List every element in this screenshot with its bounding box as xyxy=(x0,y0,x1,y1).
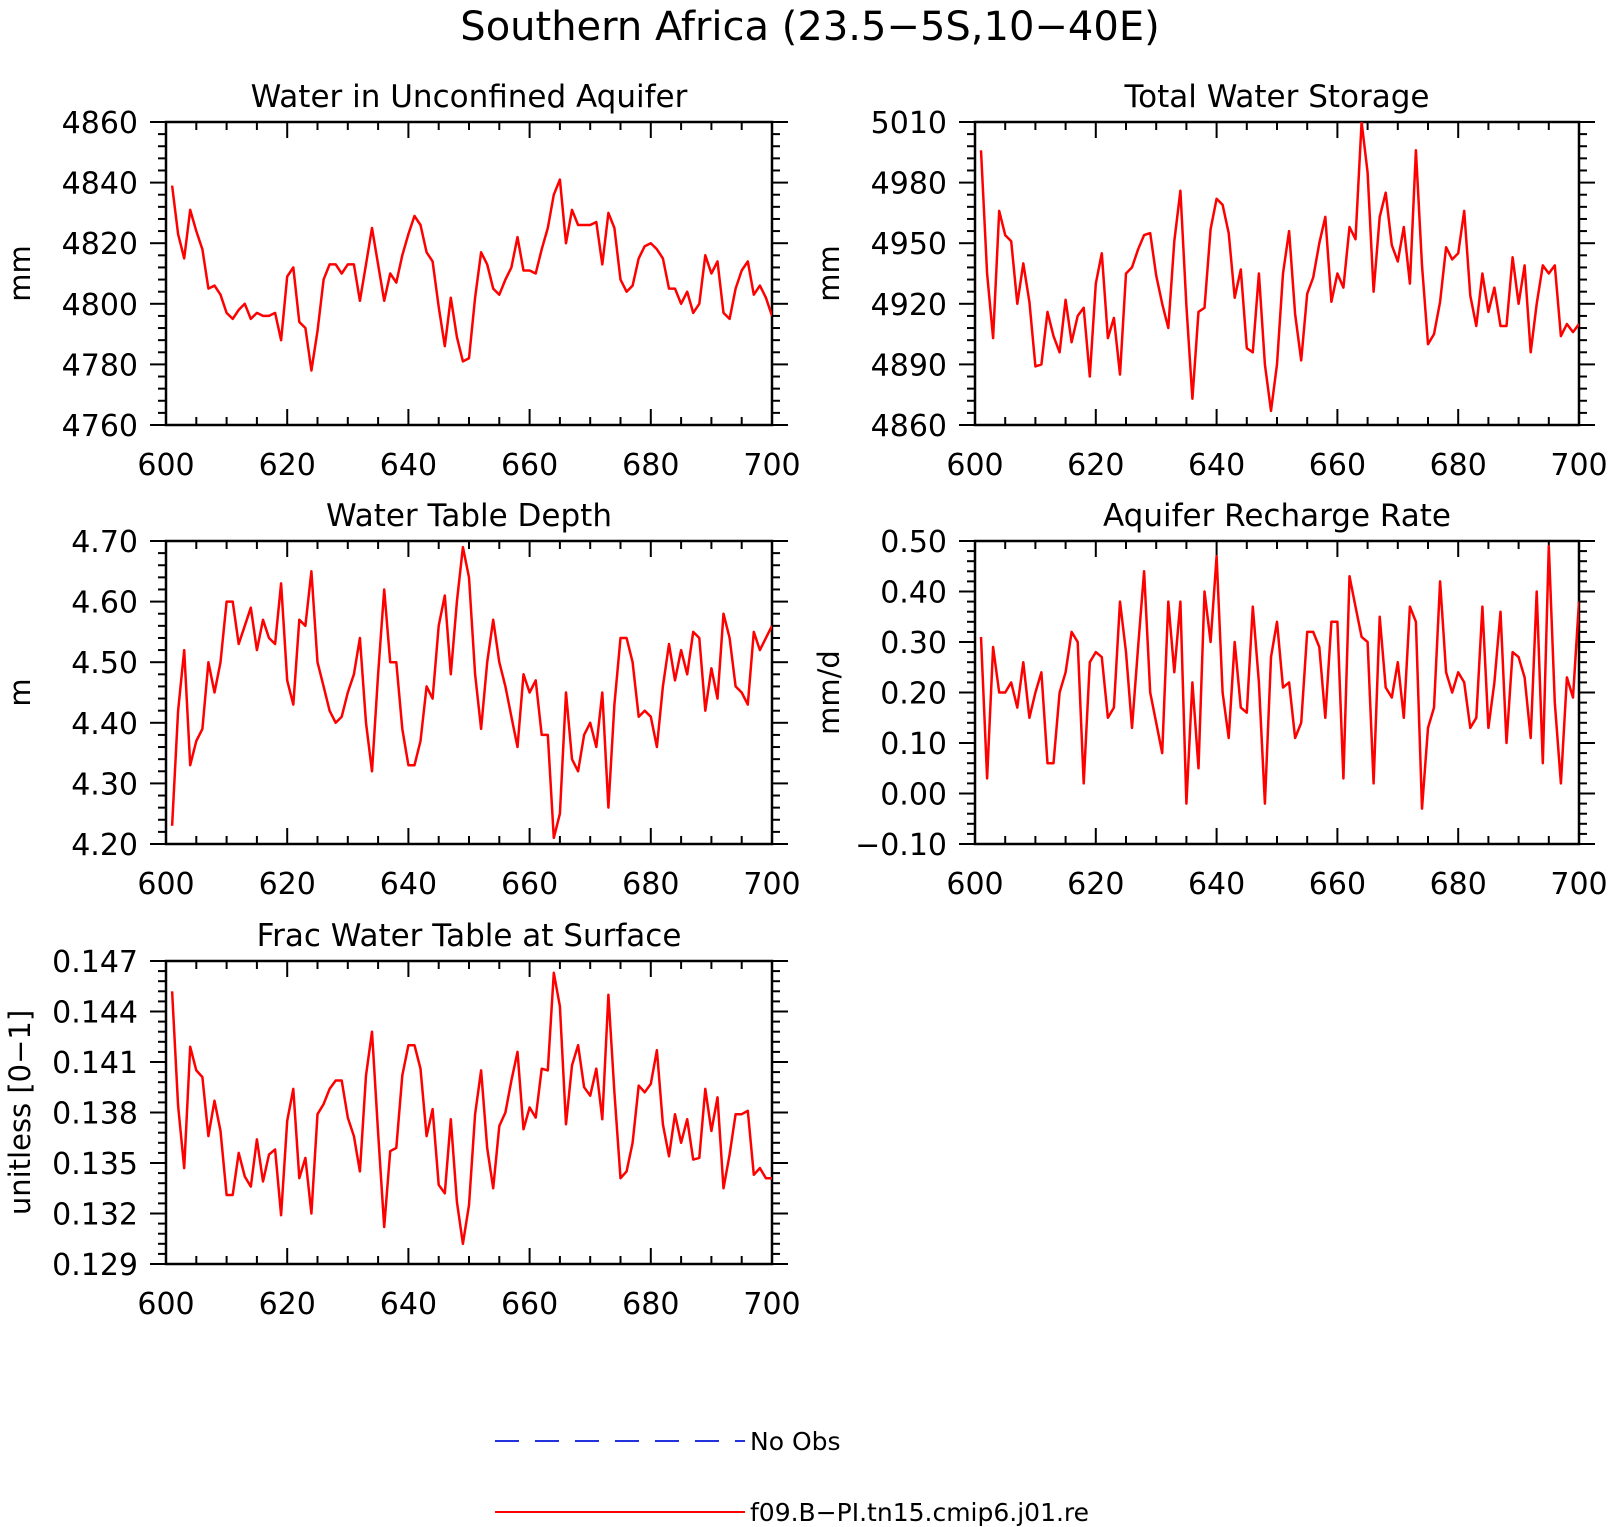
x-tick-label: 660 xyxy=(501,1287,558,1322)
y-axis-label: m xyxy=(3,678,37,706)
chart-panel: Total Water Storage 600 620 640 660 680 700 486… xyxy=(812,79,1608,483)
plot-frame xyxy=(164,959,774,1266)
panel-title: Water in Unconfined Aquifer xyxy=(251,79,688,115)
x-tick-label: 620 xyxy=(1067,448,1124,483)
legend-label-no-obs: No Obs xyxy=(750,1427,841,1456)
y-tick-label: 4890 xyxy=(871,348,947,383)
x-tick-label: 640 xyxy=(1188,448,1245,483)
y-tick-label: 4.30 xyxy=(71,767,138,802)
y-tick-label: 4920 xyxy=(871,288,947,323)
y-tick-label: 4950 xyxy=(871,227,947,262)
x-tick-label: 680 xyxy=(622,867,679,902)
panel-title: Water Table Depth xyxy=(326,498,612,534)
y-tick-label: 0.132 xyxy=(52,1198,138,1233)
x-tick-label: 600 xyxy=(137,1287,194,1322)
y-tick-label: 0.147 xyxy=(52,945,138,980)
plot-frame xyxy=(164,120,774,427)
x-tick-label: 700 xyxy=(1550,867,1607,902)
chart-panel: Water Table Depth 600 620 640 660 680 700 4.20 4… xyxy=(3,498,801,902)
figure-title: Southern Africa (23.5−5S,10−40E) xyxy=(460,4,1159,50)
y-tick-label: 4.50 xyxy=(71,646,138,681)
plot-frame xyxy=(973,120,1581,427)
y-tick-label: 4.70 xyxy=(71,525,138,560)
y-tick-label: 4860 xyxy=(62,106,138,141)
x-tick-label: 700 xyxy=(1550,448,1607,483)
chart-panel: Frac Water Table at Surface 600 620 640 660 6… xyxy=(3,918,801,1322)
x-tick-label: 700 xyxy=(743,448,800,483)
y-tick-label: 0.20 xyxy=(880,677,947,712)
x-tick-label: 700 xyxy=(743,867,800,902)
x-tick-label: 640 xyxy=(380,867,437,902)
plot-frame xyxy=(973,539,1581,846)
x-tick-label: 620 xyxy=(259,448,316,483)
legend-label-model: f09.B−PI.tn15.cmip6.j01.re xyxy=(750,1498,1089,1527)
y-tick-label: 0.30 xyxy=(880,626,947,661)
x-tick-label: 620 xyxy=(259,867,316,902)
legend: No Obs f09.B−PI.tn15.cmip6.j01.re xyxy=(495,1427,1089,1527)
series-line xyxy=(170,178,772,372)
x-tick-label: 640 xyxy=(1188,867,1245,902)
x-tick-label: 640 xyxy=(380,1287,437,1322)
y-tick-label: 0.00 xyxy=(880,778,947,813)
y-tick-label: 4980 xyxy=(871,167,947,202)
x-tick-label: 680 xyxy=(1430,448,1487,483)
x-tick-label: 680 xyxy=(1430,867,1487,902)
y-tick-label: 0.129 xyxy=(52,1248,138,1283)
y-tick-label: 0.144 xyxy=(52,996,138,1031)
series-line xyxy=(170,545,772,840)
x-tick-label: 660 xyxy=(1309,448,1366,483)
y-tick-label: 0.141 xyxy=(52,1046,138,1081)
y-tick-label: 0.10 xyxy=(880,727,947,762)
y-axis-label: unitless [0−1] xyxy=(3,1010,37,1215)
panel-title: Total Water Storage xyxy=(1123,79,1429,115)
x-tick-label: 600 xyxy=(137,448,194,483)
y-tick-label: 0.40 xyxy=(880,576,947,611)
x-tick-label: 620 xyxy=(259,1287,316,1322)
chart-panel: Water in Unconfined Aquifer 600 620 640 660 6… xyxy=(3,79,801,483)
y-tick-label: 5010 xyxy=(871,106,947,141)
series-line xyxy=(170,971,772,1246)
panel-title: Aquifer Recharge Rate xyxy=(1103,498,1451,534)
y-tick-label: 4860 xyxy=(871,409,947,444)
x-tick-label: 680 xyxy=(622,448,679,483)
x-tick-label: 660 xyxy=(1309,867,1366,902)
y-tick-label: 4.20 xyxy=(71,828,138,863)
y-tick-label: 0.50 xyxy=(880,525,947,560)
y-tick-label: 4820 xyxy=(62,227,138,262)
y-axis-label: mm xyxy=(3,245,37,302)
y-tick-label: 4780 xyxy=(62,348,138,383)
x-tick-label: 600 xyxy=(946,867,1003,902)
y-tick-label: 4840 xyxy=(62,167,138,202)
y-tick-label: 0.135 xyxy=(52,1147,138,1182)
y-tick-label: 4.60 xyxy=(71,586,138,621)
x-tick-label: 660 xyxy=(501,867,558,902)
x-tick-label: 640 xyxy=(380,448,437,483)
panel-title: Frac Water Table at Surface xyxy=(257,918,682,954)
x-tick-label: 660 xyxy=(501,448,558,483)
x-tick-label: 600 xyxy=(137,867,194,902)
x-tick-label: 680 xyxy=(622,1287,679,1322)
y-axis-label: mm xyxy=(812,245,846,302)
panels: Water in Unconfined Aquifer 600 620 640 660 6… xyxy=(3,79,1608,1322)
y-axis-label: mm/d xyxy=(812,650,846,735)
series-line xyxy=(979,544,1579,810)
chart-panel: Aquifer Recharge Rate 600 620 640 660 680 700 −… xyxy=(812,498,1608,902)
y-tick-label: −0.10 xyxy=(855,828,947,863)
y-tick-label: 4.40 xyxy=(71,707,138,742)
y-tick-label: 4760 xyxy=(62,409,138,444)
y-tick-label: 4800 xyxy=(62,288,138,323)
series-line xyxy=(979,122,1579,413)
x-tick-label: 700 xyxy=(743,1287,800,1322)
y-tick-label: 0.138 xyxy=(52,1097,138,1132)
x-tick-label: 600 xyxy=(946,448,1003,483)
x-tick-label: 620 xyxy=(1067,867,1124,902)
